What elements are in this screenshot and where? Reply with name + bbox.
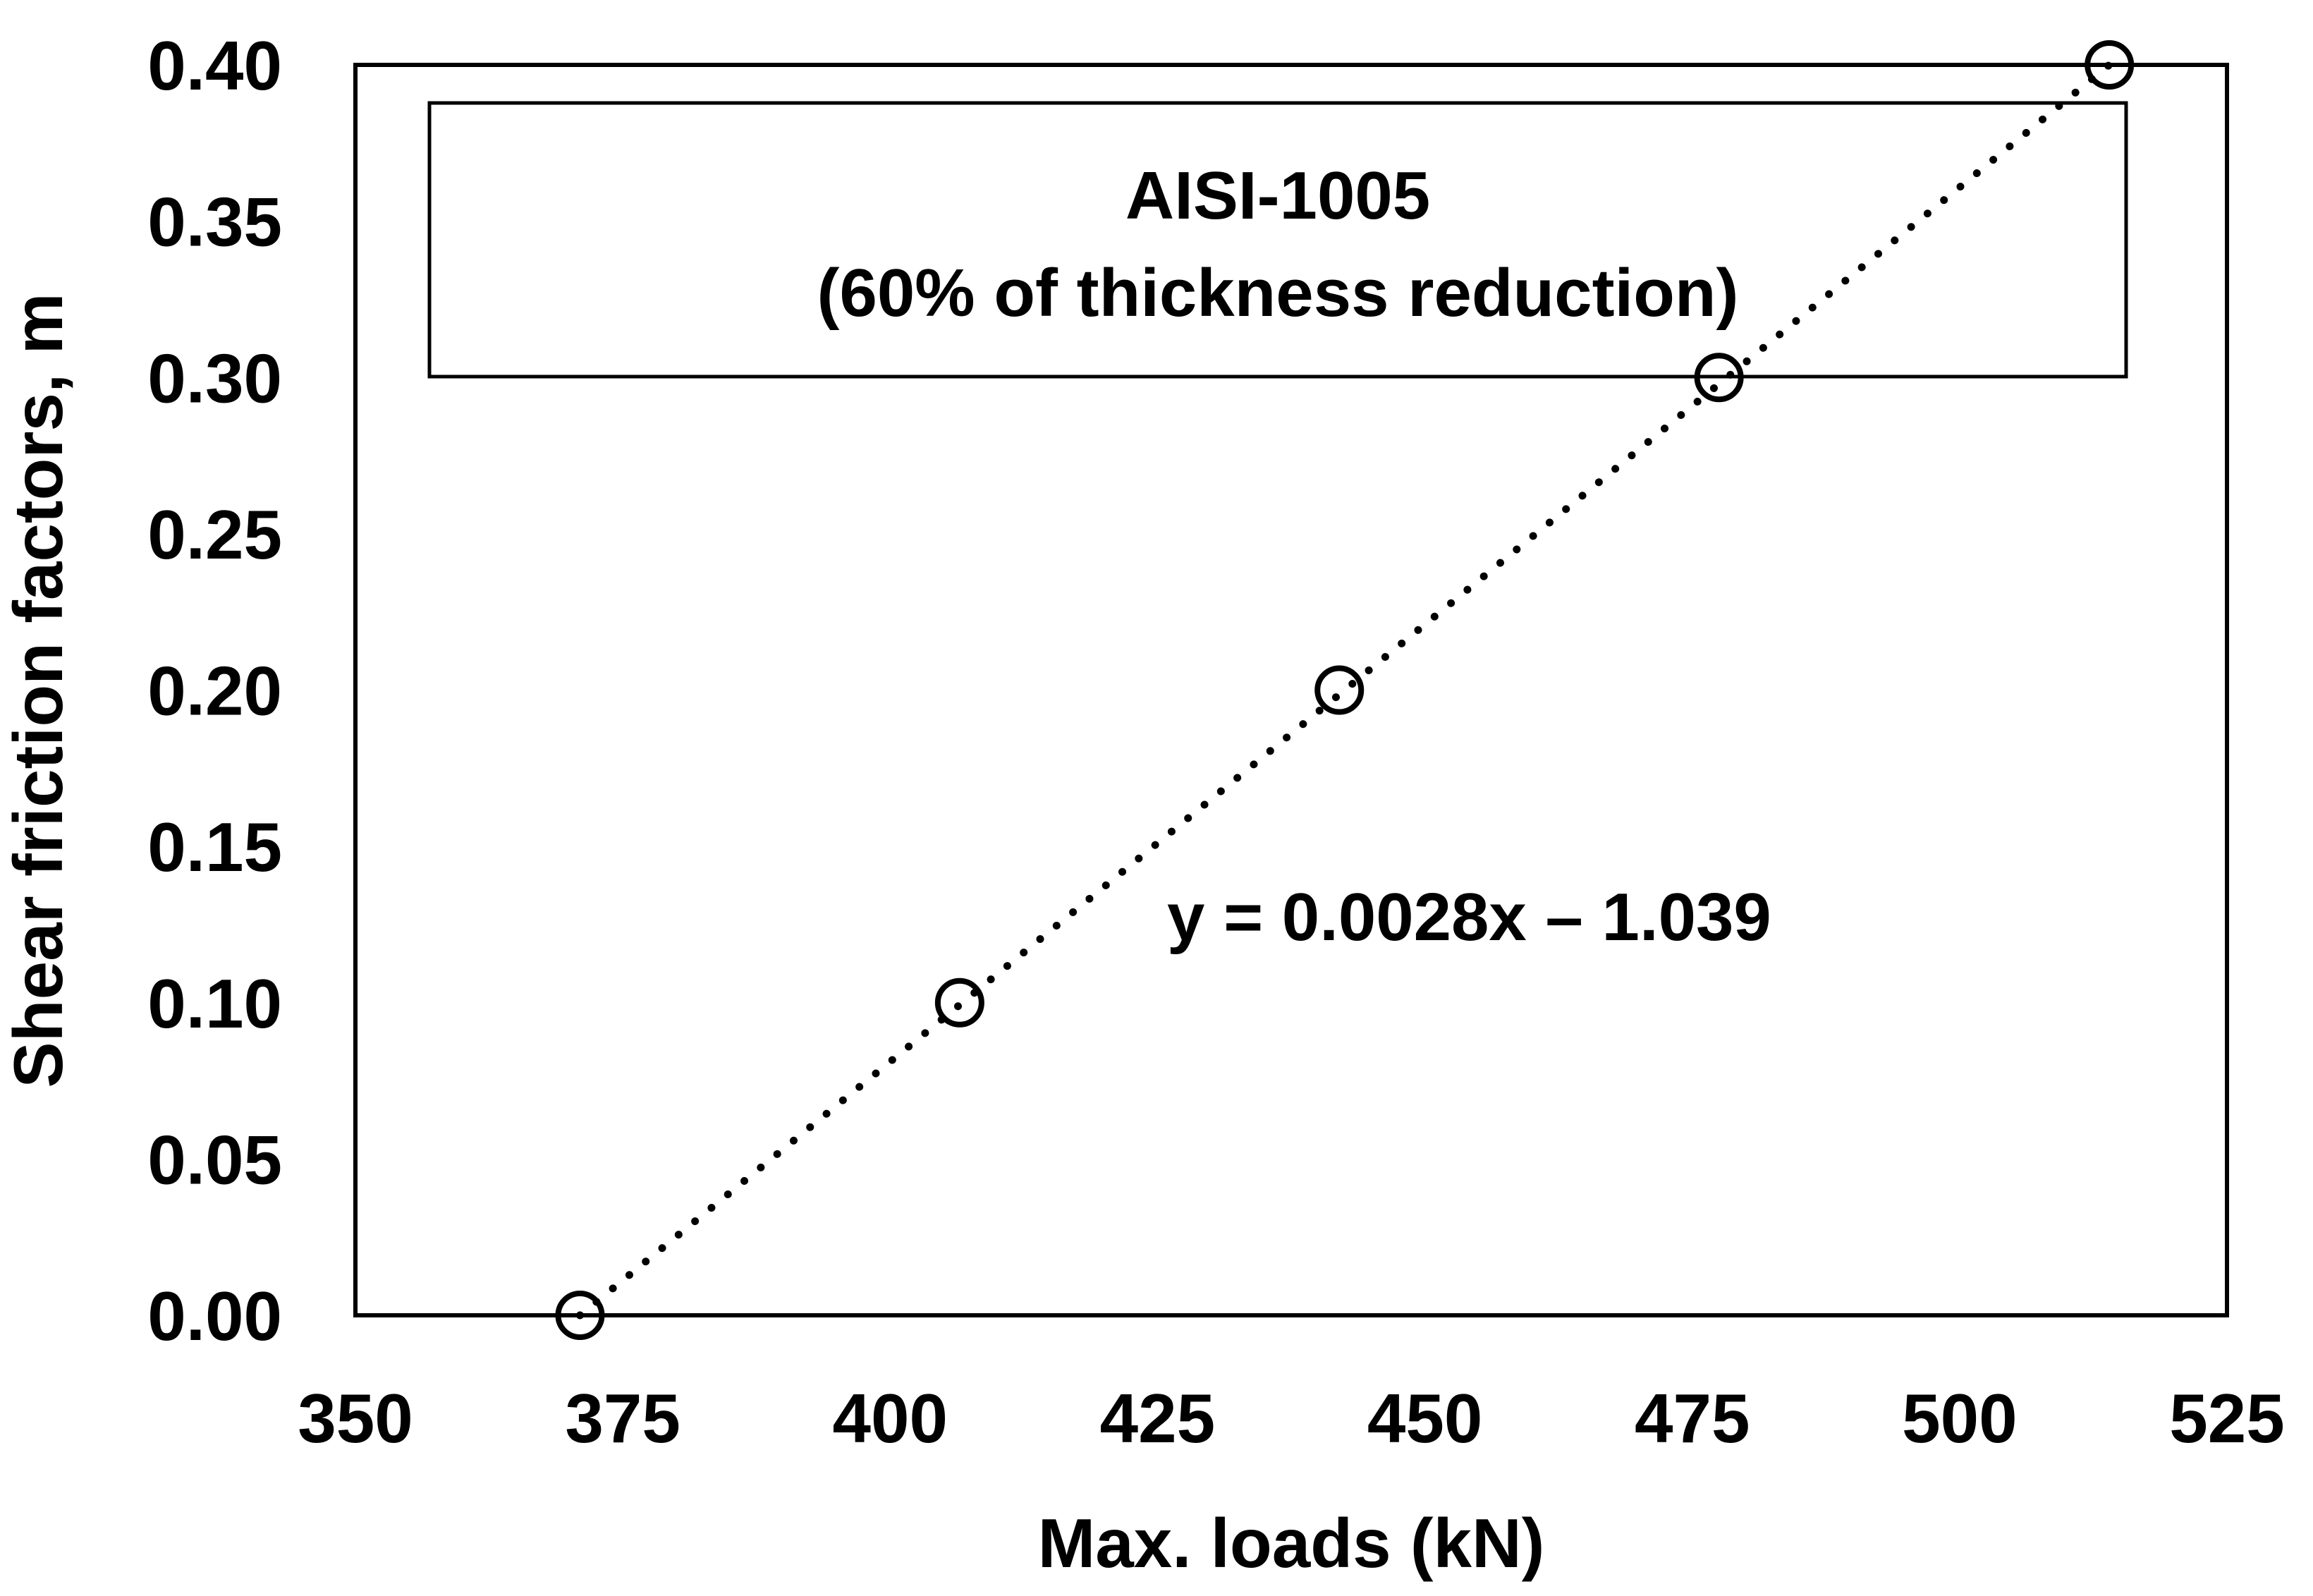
y-tick-label: 0.15 <box>147 808 282 886</box>
y-axis-ticks: 0.00 0.05 0.10 0.15 0.20 0.25 0.30 0.35 0.40 <box>147 27 282 1355</box>
x-tick-label: 375 <box>565 1379 681 1457</box>
x-tick-label: 350 <box>298 1379 413 1457</box>
y-tick-label: 0.00 <box>147 1277 282 1355</box>
annotation-reduction-label: (60% of thickness reduction) <box>817 255 1739 331</box>
x-tick-label: 525 <box>2169 1379 2285 1457</box>
data-point-marker <box>555 1291 605 1340</box>
plot-area-frame <box>353 63 2229 1317</box>
data-point-marker <box>1694 353 1744 403</box>
y-tick-label: 0.35 <box>147 183 282 261</box>
data-point-marker <box>934 977 984 1028</box>
y-tick-label: 0.05 <box>147 1121 282 1198</box>
y-tick-label: 0.25 <box>147 496 282 573</box>
x-axis-title: Max. loads (kN) <box>1038 1504 1545 1582</box>
trendline-equation: y = 0.0028x – 1.039 <box>1167 879 1771 955</box>
y-tick-label: 0.30 <box>147 339 282 417</box>
y-tick-label: 0.20 <box>147 652 282 730</box>
data-point-marker <box>1314 665 1365 715</box>
y-axis-title: Shear friction factors, m <box>0 293 77 1088</box>
y-tick-label: 0.10 <box>147 965 282 1042</box>
x-tick-label: 475 <box>1635 1379 1750 1457</box>
x-tick-label: 425 <box>1100 1379 1216 1457</box>
y-tick-label: 0.40 <box>147 27 282 104</box>
annotation-box <box>427 101 2128 379</box>
annotation-material-label: AISI-1005 <box>1125 158 1430 233</box>
x-axis-ticks: 350 375 400 425 450 475 500 525 <box>298 1379 2285 1457</box>
x-tick-label: 450 <box>1367 1379 1483 1457</box>
data-points-group <box>555 40 2135 1340</box>
data-point-marker <box>2085 40 2135 90</box>
x-tick-label: 400 <box>833 1379 948 1457</box>
x-tick-label: 500 <box>1902 1379 2018 1457</box>
